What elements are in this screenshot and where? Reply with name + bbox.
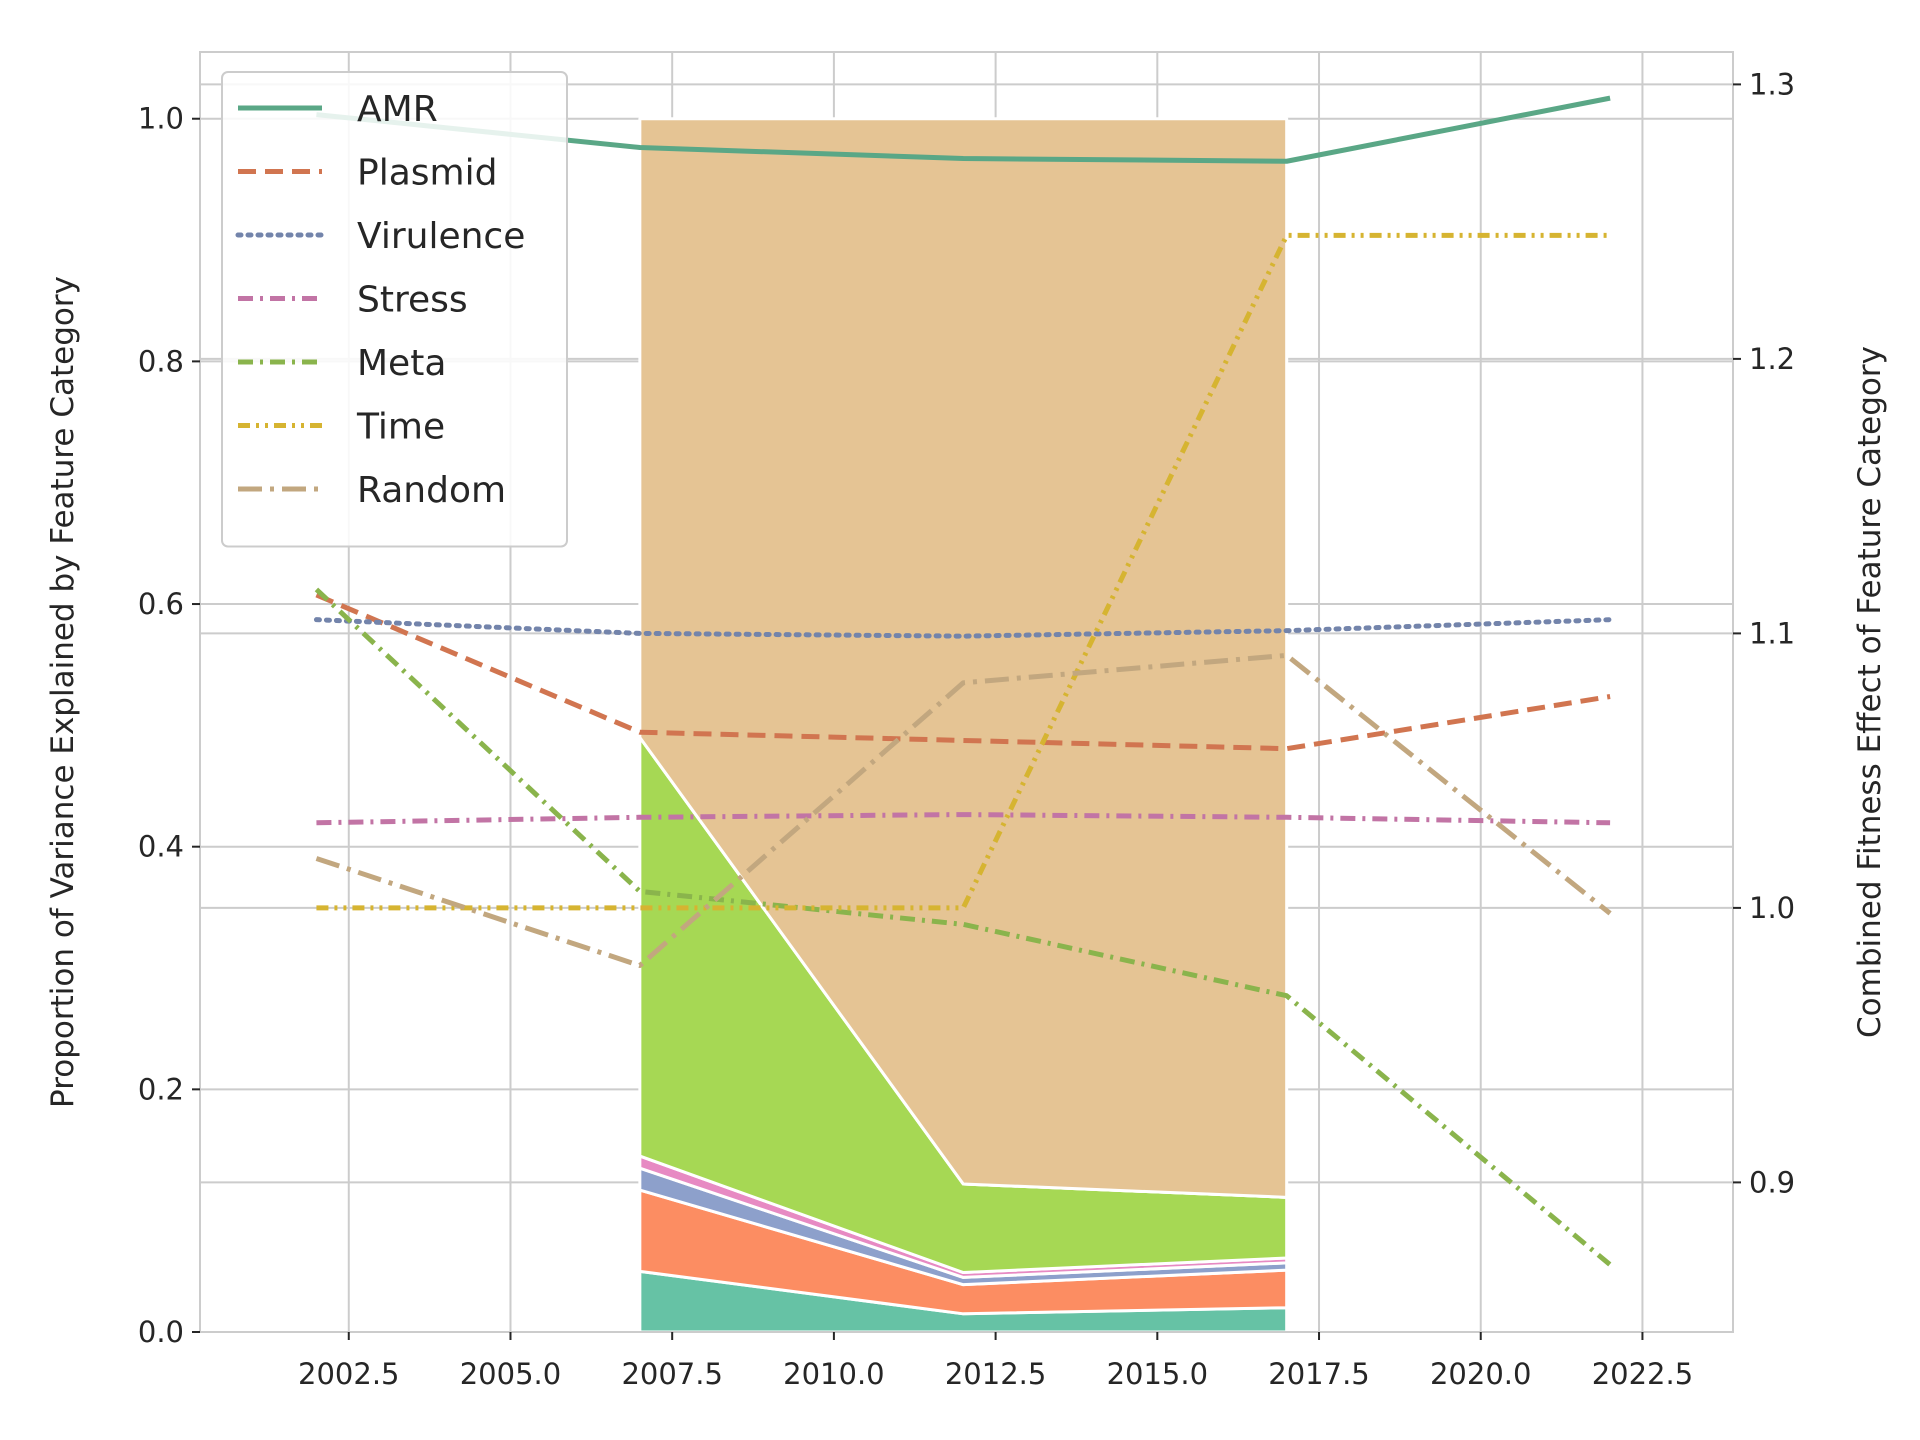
legend-label-meta: Meta [357, 343, 446, 384]
y-axis-right-title: Combined Fitness Effect of Feature Categ… [1852, 346, 1888, 1038]
y-right-tick-label-0: 0.9 [1749, 1165, 1795, 1199]
legend-label-time: Time [356, 407, 445, 448]
x-tick-label-6: 2017.5 [1268, 1357, 1369, 1391]
x-tick-label-4: 2012.5 [945, 1357, 1046, 1391]
y-left-tick-label-5: 1.0 [138, 102, 184, 136]
ticks-layer: 2002.5 2005.0 2007.5 2010.0 2012.5 2015.0 2017… [138, 67, 1795, 1391]
legend-label-stress: Stress [357, 280, 468, 321]
series-line-virulence [313, 617, 1613, 639]
x-tick-label-5: 2015.0 [1107, 1357, 1208, 1391]
y-left-tick-label-1: 0.2 [138, 1072, 184, 1106]
legend-box [221, 71, 568, 548]
stacked-area-layer [638, 117, 1289, 1334]
legend-label-random: Random [357, 470, 506, 511]
y-right-tick-label-3: 1.2 [1749, 342, 1795, 376]
y-left-tick-label-2: 0.4 [138, 830, 184, 864]
x-tick-label-1: 2005.0 [460, 1357, 561, 1391]
stack-area-random [638, 117, 1289, 1199]
x-tick-label-8: 2022.5 [1592, 1357, 1693, 1391]
line-series-layer [313, 95, 1613, 1267]
legend-label-plasmid: Plasmid [357, 153, 497, 194]
legend-label-virulence: Virulence [357, 216, 525, 257]
x-tick-label-3: 2010.0 [783, 1357, 884, 1391]
y-left-tick-label-3: 0.6 [138, 587, 184, 621]
series-line-meta [314, 587, 1612, 1267]
series-line-random [315, 652, 1612, 969]
legend-label-amr: AMR [357, 89, 438, 130]
x-tick-label-2: 2007.5 [621, 1357, 722, 1391]
y-axis-left-title: Proportion of Variance Explained by Feat… [45, 276, 81, 1108]
y-right-tick-label-4: 1.3 [1749, 67, 1795, 101]
series-line-plasmid [315, 592, 1611, 752]
y-left-tick-label-0: 0.0 [138, 1315, 184, 1349]
y-right-tick-label-2: 1.1 [1749, 616, 1795, 650]
plot-frame [199, 51, 1734, 1333]
x-tick-label-0: 2002.5 [298, 1357, 399, 1391]
y-left-tick-label-4: 0.8 [138, 344, 184, 378]
legend: AMR Plasmid Virulence Stress Meta Time Random [221, 71, 568, 548]
series-line-stress [316, 812, 1611, 826]
y-right-tick-label-1: 1.0 [1749, 891, 1795, 925]
x-tick-label-7: 2020.0 [1430, 1357, 1531, 1391]
